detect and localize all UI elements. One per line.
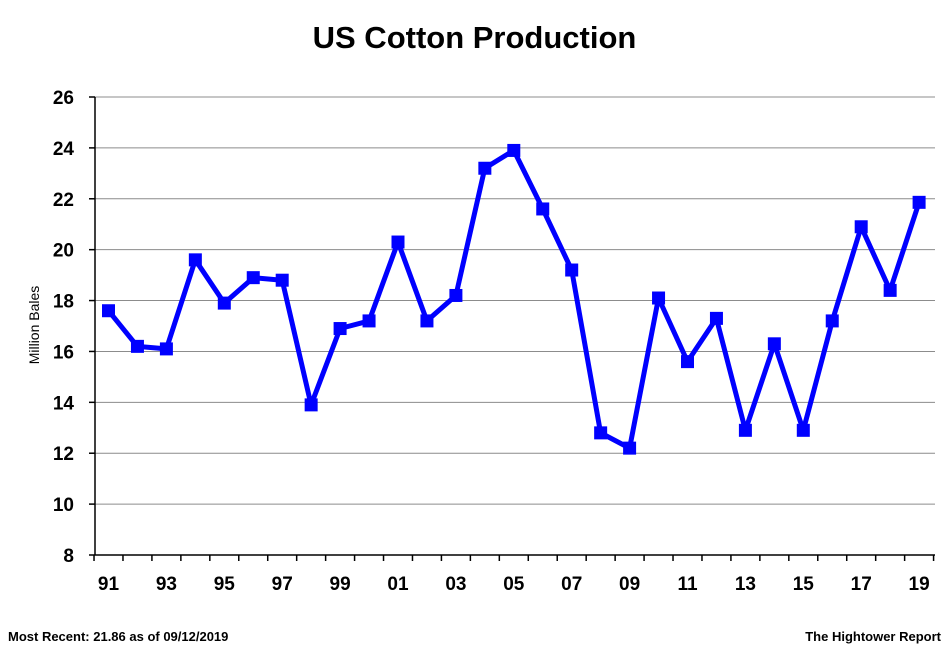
x-tick-label: 97 — [272, 574, 293, 595]
data-point — [883, 283, 897, 297]
data-point — [188, 253, 202, 267]
footer-source: The Hightower Report — [805, 629, 941, 644]
data-point — [275, 273, 289, 287]
x-tick-label: 13 — [735, 574, 756, 595]
x-tick-label: 17 — [851, 574, 872, 595]
y-tick-labels: 8 10 12 14 16 18 20 22 24 26 — [53, 88, 75, 567]
x-tick-label: 03 — [445, 574, 466, 595]
gridlines — [95, 96, 935, 505]
x-tick-labels: 91 93 95 97 99 01 03 05 07 09 11 13 15 17 19 — [98, 574, 930, 595]
data-point — [912, 195, 926, 209]
data-point — [246, 271, 260, 285]
chart-title: US Cotton Production — [312, 20, 637, 55]
data-point — [420, 314, 434, 328]
y-tick-label: 16 — [53, 342, 74, 363]
y-axis-label: Million Bales — [26, 286, 42, 365]
x-tick-label: 99 — [330, 574, 351, 595]
x-tick-label: 95 — [214, 574, 236, 595]
data-point — [304, 398, 318, 412]
y-tick-label: 22 — [53, 190, 74, 211]
data-point — [391, 235, 405, 249]
x-tick-label: 11 — [677, 574, 698, 595]
data-point — [565, 263, 579, 277]
y-tick-label: 8 — [63, 546, 74, 567]
data-point — [333, 322, 347, 336]
x-tick-label: 19 — [909, 574, 930, 595]
data-point — [362, 314, 376, 328]
data-point — [217, 296, 231, 310]
data-point — [738, 423, 752, 437]
data-point — [594, 426, 608, 440]
data-markers — [102, 143, 926, 455]
axes — [89, 96, 935, 561]
data-point — [536, 202, 550, 216]
data-point — [681, 355, 694, 369]
data-point — [130, 339, 144, 353]
data-point — [825, 314, 839, 328]
data-point — [652, 291, 666, 305]
y-tick-label: 12 — [53, 444, 74, 465]
data-point — [507, 143, 521, 157]
x-tick-label: 05 — [503, 574, 525, 595]
data-point — [623, 441, 637, 455]
y-tick-label: 14 — [53, 393, 75, 414]
x-tick-label: 15 — [793, 574, 815, 595]
data-point — [159, 342, 173, 356]
data-point — [796, 423, 810, 437]
x-tick-label: 93 — [156, 574, 177, 595]
y-tick-label: 20 — [53, 241, 74, 262]
x-tick-label: 01 — [387, 574, 409, 595]
data-point — [478, 161, 492, 175]
data-point — [709, 311, 723, 325]
x-tick-label: 07 — [561, 574, 582, 595]
data-point — [449, 288, 463, 302]
y-tick-label: 26 — [53, 88, 74, 109]
x-tick-label: 09 — [619, 574, 640, 595]
data-point — [102, 304, 115, 318]
data-point — [767, 337, 781, 351]
x-tick-label: 91 — [98, 574, 120, 595]
y-tick-label: 10 — [53, 495, 74, 516]
y-tick-label: 24 — [53, 139, 75, 160]
y-tick-label: 18 — [53, 292, 74, 313]
data-point — [854, 220, 868, 234]
footer-most-recent: Most Recent: 21.86 as of 09/12/2019 — [8, 629, 229, 644]
